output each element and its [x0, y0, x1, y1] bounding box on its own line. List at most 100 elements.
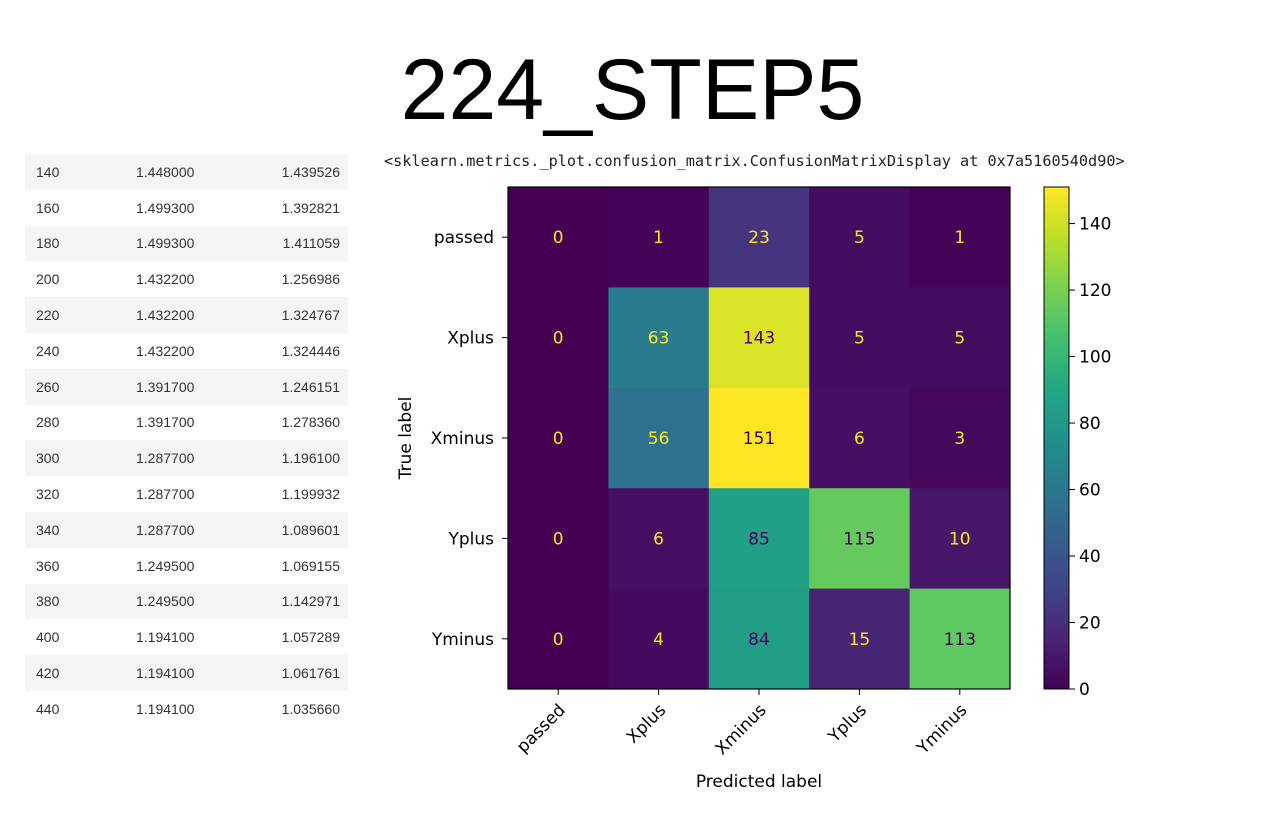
- heatmap-cell: [708, 287, 810, 389]
- cell-value-label: 6: [653, 529, 664, 549]
- colorbar-tick-label: 80: [1079, 414, 1101, 434]
- cell-value-label: 1: [954, 228, 965, 248]
- table-cell: 1.089601: [256, 511, 348, 548]
- table-cell: 1.142971: [256, 583, 348, 620]
- heatmap-cell: [708, 488, 810, 590]
- heatmap-cell: [508, 387, 609, 489]
- heatmap-cell: [809, 287, 911, 389]
- cell-value-label: 5: [954, 329, 965, 349]
- heatmap-cell: [608, 287, 710, 389]
- table-row: 180 1.499300 1.411059: [25, 225, 348, 262]
- cell-value-label: 1: [653, 228, 664, 248]
- cell-value-label: 0: [553, 329, 564, 349]
- x-tick-label: Yminus: [913, 700, 972, 759]
- table-cell: 1.287700: [136, 486, 195, 503]
- cell-value-label: 113: [944, 630, 976, 650]
- table-cell: 1.448000: [106, 154, 256, 190]
- cell-value-label: 85: [748, 529, 770, 549]
- table-cell: 1.194100: [136, 700, 195, 717]
- table-cell: 280: [36, 414, 60, 431]
- heatmap-cell: [508, 287, 609, 389]
- table-cell: 1.392821: [281, 199, 340, 216]
- table-cell: 1.499300: [136, 199, 195, 216]
- table-cell: 440: [36, 700, 60, 717]
- cell-value-label: 10: [949, 529, 971, 549]
- heatmap-cell: [608, 488, 710, 590]
- table-row: 360 1.249500 1.069155: [25, 548, 348, 584]
- cell-value-label: 56: [648, 429, 670, 449]
- heatmap-cell-labels: 0 1 23 5 10 63 143 5 50 56 151 6 30 6 85 115 100 4 84 15 113: [553, 228, 976, 650]
- heatmap-cell: [608, 187, 710, 288]
- heatmap-cell: [809, 387, 911, 489]
- table-cell: 180: [25, 225, 106, 262]
- table-cell: 1.057289: [281, 629, 340, 646]
- heatmap-cell: [508, 588, 609, 690]
- table-cell: 300: [25, 440, 106, 477]
- heatmap-cell: [809, 187, 911, 288]
- table-row: 260 1.391700 1.246151: [25, 368, 348, 405]
- colorbar-tick-label: 40: [1079, 547, 1101, 567]
- colorbar-tick-label: 140: [1079, 215, 1111, 235]
- y-axis-label: True label: [396, 397, 416, 481]
- heatmap-cell: [809, 588, 911, 690]
- table-cell: 1.432200: [136, 342, 195, 359]
- colorbar: [1043, 186, 1070, 690]
- table-row: 440 1.194100 1.035660: [25, 691, 348, 727]
- cell-value-label: 3: [954, 429, 965, 449]
- y-axis-ticks: passed Xplus Xminus Yplus Yminus: [431, 228, 508, 650]
- table-cell: 1.061761: [256, 655, 348, 691]
- cell-value-label: 0: [553, 630, 564, 650]
- table-row: 140 1.448000 1.439526: [25, 154, 348, 190]
- table-cell: 360: [36, 557, 60, 574]
- heatmap-cell: [909, 588, 1011, 690]
- table-cell: 240: [36, 342, 60, 359]
- y-tick-label: passed: [434, 228, 494, 248]
- table-cell: 1.411059: [256, 225, 348, 262]
- cell-value-label: 5: [854, 329, 865, 349]
- table-cell: 1.324767: [256, 297, 348, 333]
- y-tick-label: Xplus: [447, 329, 494, 349]
- table-cell: 1.199932: [281, 486, 340, 503]
- table-cell: 260: [25, 368, 106, 405]
- heatmap-cell: [909, 287, 1011, 389]
- table-cell: 1.194100: [106, 655, 256, 691]
- cell-value-label: 63: [648, 329, 670, 349]
- y-tick-label: Yminus: [431, 630, 494, 650]
- colorbar-tick-label: 120: [1079, 281, 1111, 301]
- table-row: 300 1.287700 1.196100: [25, 440, 348, 477]
- cell-value-label: 6: [854, 429, 865, 449]
- table-cell: 1.499300: [106, 225, 256, 262]
- table-cell: 1.249500: [136, 557, 195, 574]
- heatmap-cell: [708, 187, 810, 288]
- heatmap-cell: [608, 387, 710, 489]
- colorbar-ticks: 0 20 40 60 80 100 120 140: [1069, 215, 1111, 700]
- cell-value-label: 84: [748, 630, 770, 650]
- colorbar-tick-label: 0: [1079, 680, 1090, 700]
- cell-value-label: 115: [843, 529, 875, 549]
- table-row: 160 1.499300 1.392821: [25, 190, 348, 226]
- table-row: 200 1.432200 1.256986: [25, 261, 348, 297]
- cell-value-label: 4: [653, 630, 664, 650]
- table-cell: 380: [25, 583, 106, 620]
- table-cell: 140: [25, 154, 106, 190]
- cell-value-label: 5: [854, 228, 865, 248]
- page-title: 224_STEP5: [400, 42, 865, 138]
- table-row: 220 1.432200 1.324767: [25, 297, 348, 333]
- table-cell: 1.246151: [256, 368, 348, 405]
- table-cell: 320: [36, 486, 60, 503]
- table-row: 400 1.194100 1.057289: [25, 619, 348, 655]
- colorbar-tick-label: 20: [1079, 614, 1101, 634]
- table-row: 340 1.287700 1.089601: [25, 511, 348, 548]
- table-cell: 1.391700: [136, 414, 195, 431]
- table-cell: 1.249500: [106, 583, 256, 620]
- table-cell: 1.069155: [281, 557, 340, 574]
- table-cell: 1.196100: [256, 440, 348, 477]
- table-cell: 200: [36, 271, 60, 288]
- heatmap-cell: [909, 488, 1011, 590]
- cell-value-label: 0: [553, 228, 564, 248]
- heatmap-cell: [508, 488, 609, 590]
- table-cell: 420: [25, 655, 106, 691]
- table-row: 240 1.432200 1.324446: [25, 333, 348, 369]
- x-axis-ticks: passed Xplus Xminus Yplus Yminus: [513, 689, 971, 759]
- cell-value-label: 0: [553, 429, 564, 449]
